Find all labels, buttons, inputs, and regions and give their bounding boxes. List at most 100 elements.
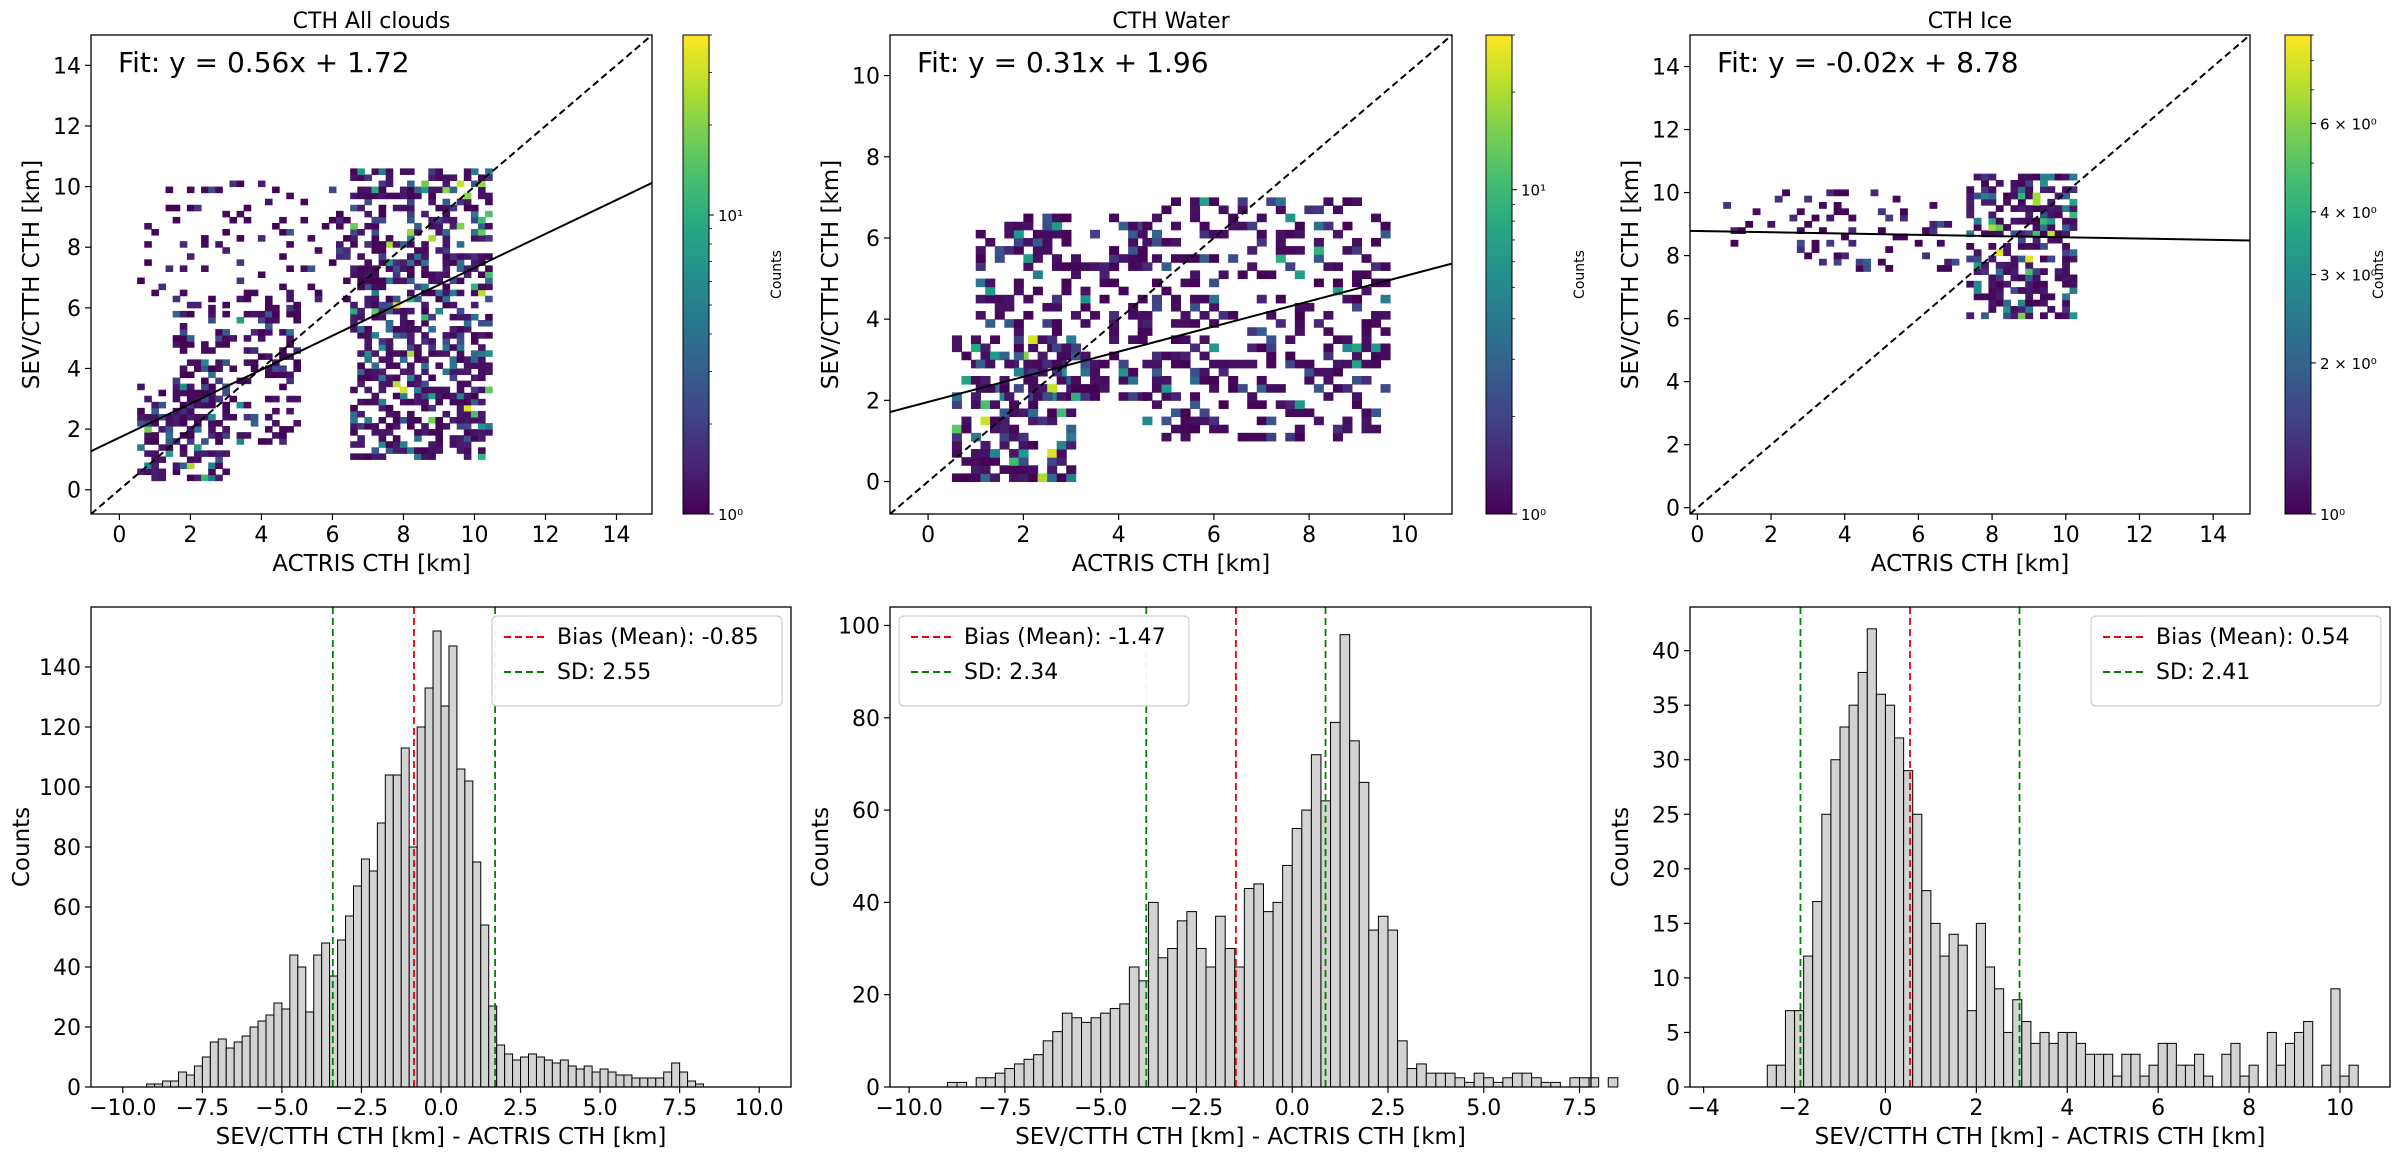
heatmap-cell: [1199, 416, 1210, 426]
heatmap-cell: [463, 192, 472, 200]
x-tick-label: 6: [325, 523, 339, 548]
heatmap-cell: [1023, 359, 1034, 369]
heatmap-cell: [172, 295, 181, 303]
heatmap-cell: [1313, 237, 1324, 247]
heatmap-cell: [257, 180, 266, 188]
heatmap-cell: [1380, 262, 1391, 271]
heatmap-cell: [442, 186, 451, 194]
heatmap-cell: [385, 192, 394, 200]
histogram-bar: [1272, 901, 1284, 1088]
heatmap-cell: [215, 395, 223, 403]
heatmap-cell: [1361, 327, 1372, 336]
heatmap-cell: [2025, 312, 2034, 320]
heatmap-cell: [1051, 319, 1062, 328]
heatmap-cell: [1037, 384, 1048, 393]
heatmap-cell: [1004, 294, 1015, 304]
heatmap-cell: [485, 350, 493, 357]
heatmap-cell: [1061, 213, 1072, 223]
heatmap-cell: [243, 204, 252, 212]
heatmap-cell: [449, 186, 458, 194]
heatmap-cell: [208, 426, 216, 433]
heatmap-cell: [1109, 319, 1120, 328]
heatmap-cell: [158, 456, 167, 463]
legend-box: [491, 615, 783, 707]
heatmap-cell: [407, 350, 415, 357]
heatmap-cell: [449, 277, 458, 285]
y-tick-label: 0: [1666, 497, 1680, 522]
heatmap-cell: [428, 453, 436, 460]
heatmap-cell: [1988, 280, 1997, 288]
heatmap-cell: [158, 401, 167, 409]
heatmap-cell: [1228, 311, 1239, 320]
heatmap-cell: [1190, 400, 1201, 409]
heatmap-cell: [172, 310, 181, 318]
heatmap-cell: [392, 350, 401, 357]
heatmap-cell: [1304, 205, 1315, 215]
histogram-bar: [1483, 1077, 1494, 1088]
x-tick-label: 10: [2326, 1096, 2354, 1121]
heatmap-cell: [2025, 261, 2034, 269]
heatmap-cell: [1294, 359, 1305, 369]
heatmap-cell: [350, 235, 358, 242]
heatmap-cell: [243, 216, 252, 224]
heatmap-cell: [1981, 230, 1989, 238]
colorbar-tick-label: 10¹: [718, 207, 743, 225]
heatmap-cell: [1018, 465, 1029, 474]
heatmap-cell: [2040, 299, 2048, 307]
histogram-bar: [1454, 1077, 1466, 1088]
heatmap-cell: [385, 362, 394, 369]
heatmap-cell: [1066, 408, 1077, 418]
heatmap-cell: [449, 392, 458, 400]
heatmap-cell: [1351, 302, 1363, 312]
histogram-bar: [1492, 1081, 1504, 1088]
heatmap-cell: [456, 277, 465, 285]
heatmap-cell: [399, 356, 408, 363]
heatmap-cell: [1190, 278, 1201, 288]
heatmap-cell: [208, 432, 216, 439]
heatmap-cell: [151, 474, 159, 482]
y-tick-label: 20: [53, 1016, 81, 1041]
heatmap-cell: [2040, 293, 2048, 301]
heatmap-cell: [243, 335, 252, 342]
histogram-bar: [1167, 948, 1178, 1088]
heatmap-cell: [442, 301, 451, 309]
x-tick-label: −10.0: [89, 1096, 156, 1121]
colorbar-tick-label: 10¹: [1521, 182, 1546, 200]
heatmap-cell: [1313, 254, 1324, 263]
heatmap-cell: [201, 401, 209, 409]
heatmap-cell: [1285, 359, 1296, 369]
y-tick-label: 25: [1652, 803, 1680, 828]
heatmap-cell: [478, 174, 486, 182]
heatmap-cell: [1171, 408, 1182, 418]
heatmap-cell: [257, 353, 266, 360]
heatmap-cell: [428, 277, 436, 285]
heatmap-cell: [421, 398, 429, 406]
heatmap-cell: [485, 277, 493, 285]
heatmap-cell: [1161, 286, 1172, 296]
heatmap-cell: [399, 259, 408, 266]
heatmap-cell: [407, 192, 415, 200]
heatmap-cell: [201, 383, 209, 391]
histogram-bar: [2139, 1075, 2150, 1088]
heatmap-cell: [1380, 311, 1391, 320]
heatmap-cell: [350, 386, 358, 394]
heatmap-cell: [478, 229, 486, 236]
heatmap-cell: [264, 301, 273, 309]
heatmap-cell: [1342, 343, 1353, 353]
heatmap-cell: [193, 456, 202, 463]
heatmap-cell: [456, 416, 465, 424]
heatmap-cell: [378, 186, 387, 194]
heatmap-cell: [1032, 392, 1043, 401]
heatmap-cell: [1013, 221, 1024, 231]
heatmap-cell: [1848, 227, 1857, 235]
colorbar-gradient: [2284, 34, 2312, 515]
y-tick-label: 15: [1652, 912, 1680, 937]
histogram-bar: [217, 1038, 227, 1088]
heatmap-cell: [1929, 220, 1938, 228]
one-to-one-line: [890, 35, 1452, 514]
heatmap-cell: [186, 413, 195, 421]
heatmap-cell: [1304, 367, 1315, 377]
heatmap-cell: [2025, 205, 2034, 212]
heatmap-cell: [1190, 367, 1201, 377]
histogram-bar: [241, 1035, 251, 1088]
